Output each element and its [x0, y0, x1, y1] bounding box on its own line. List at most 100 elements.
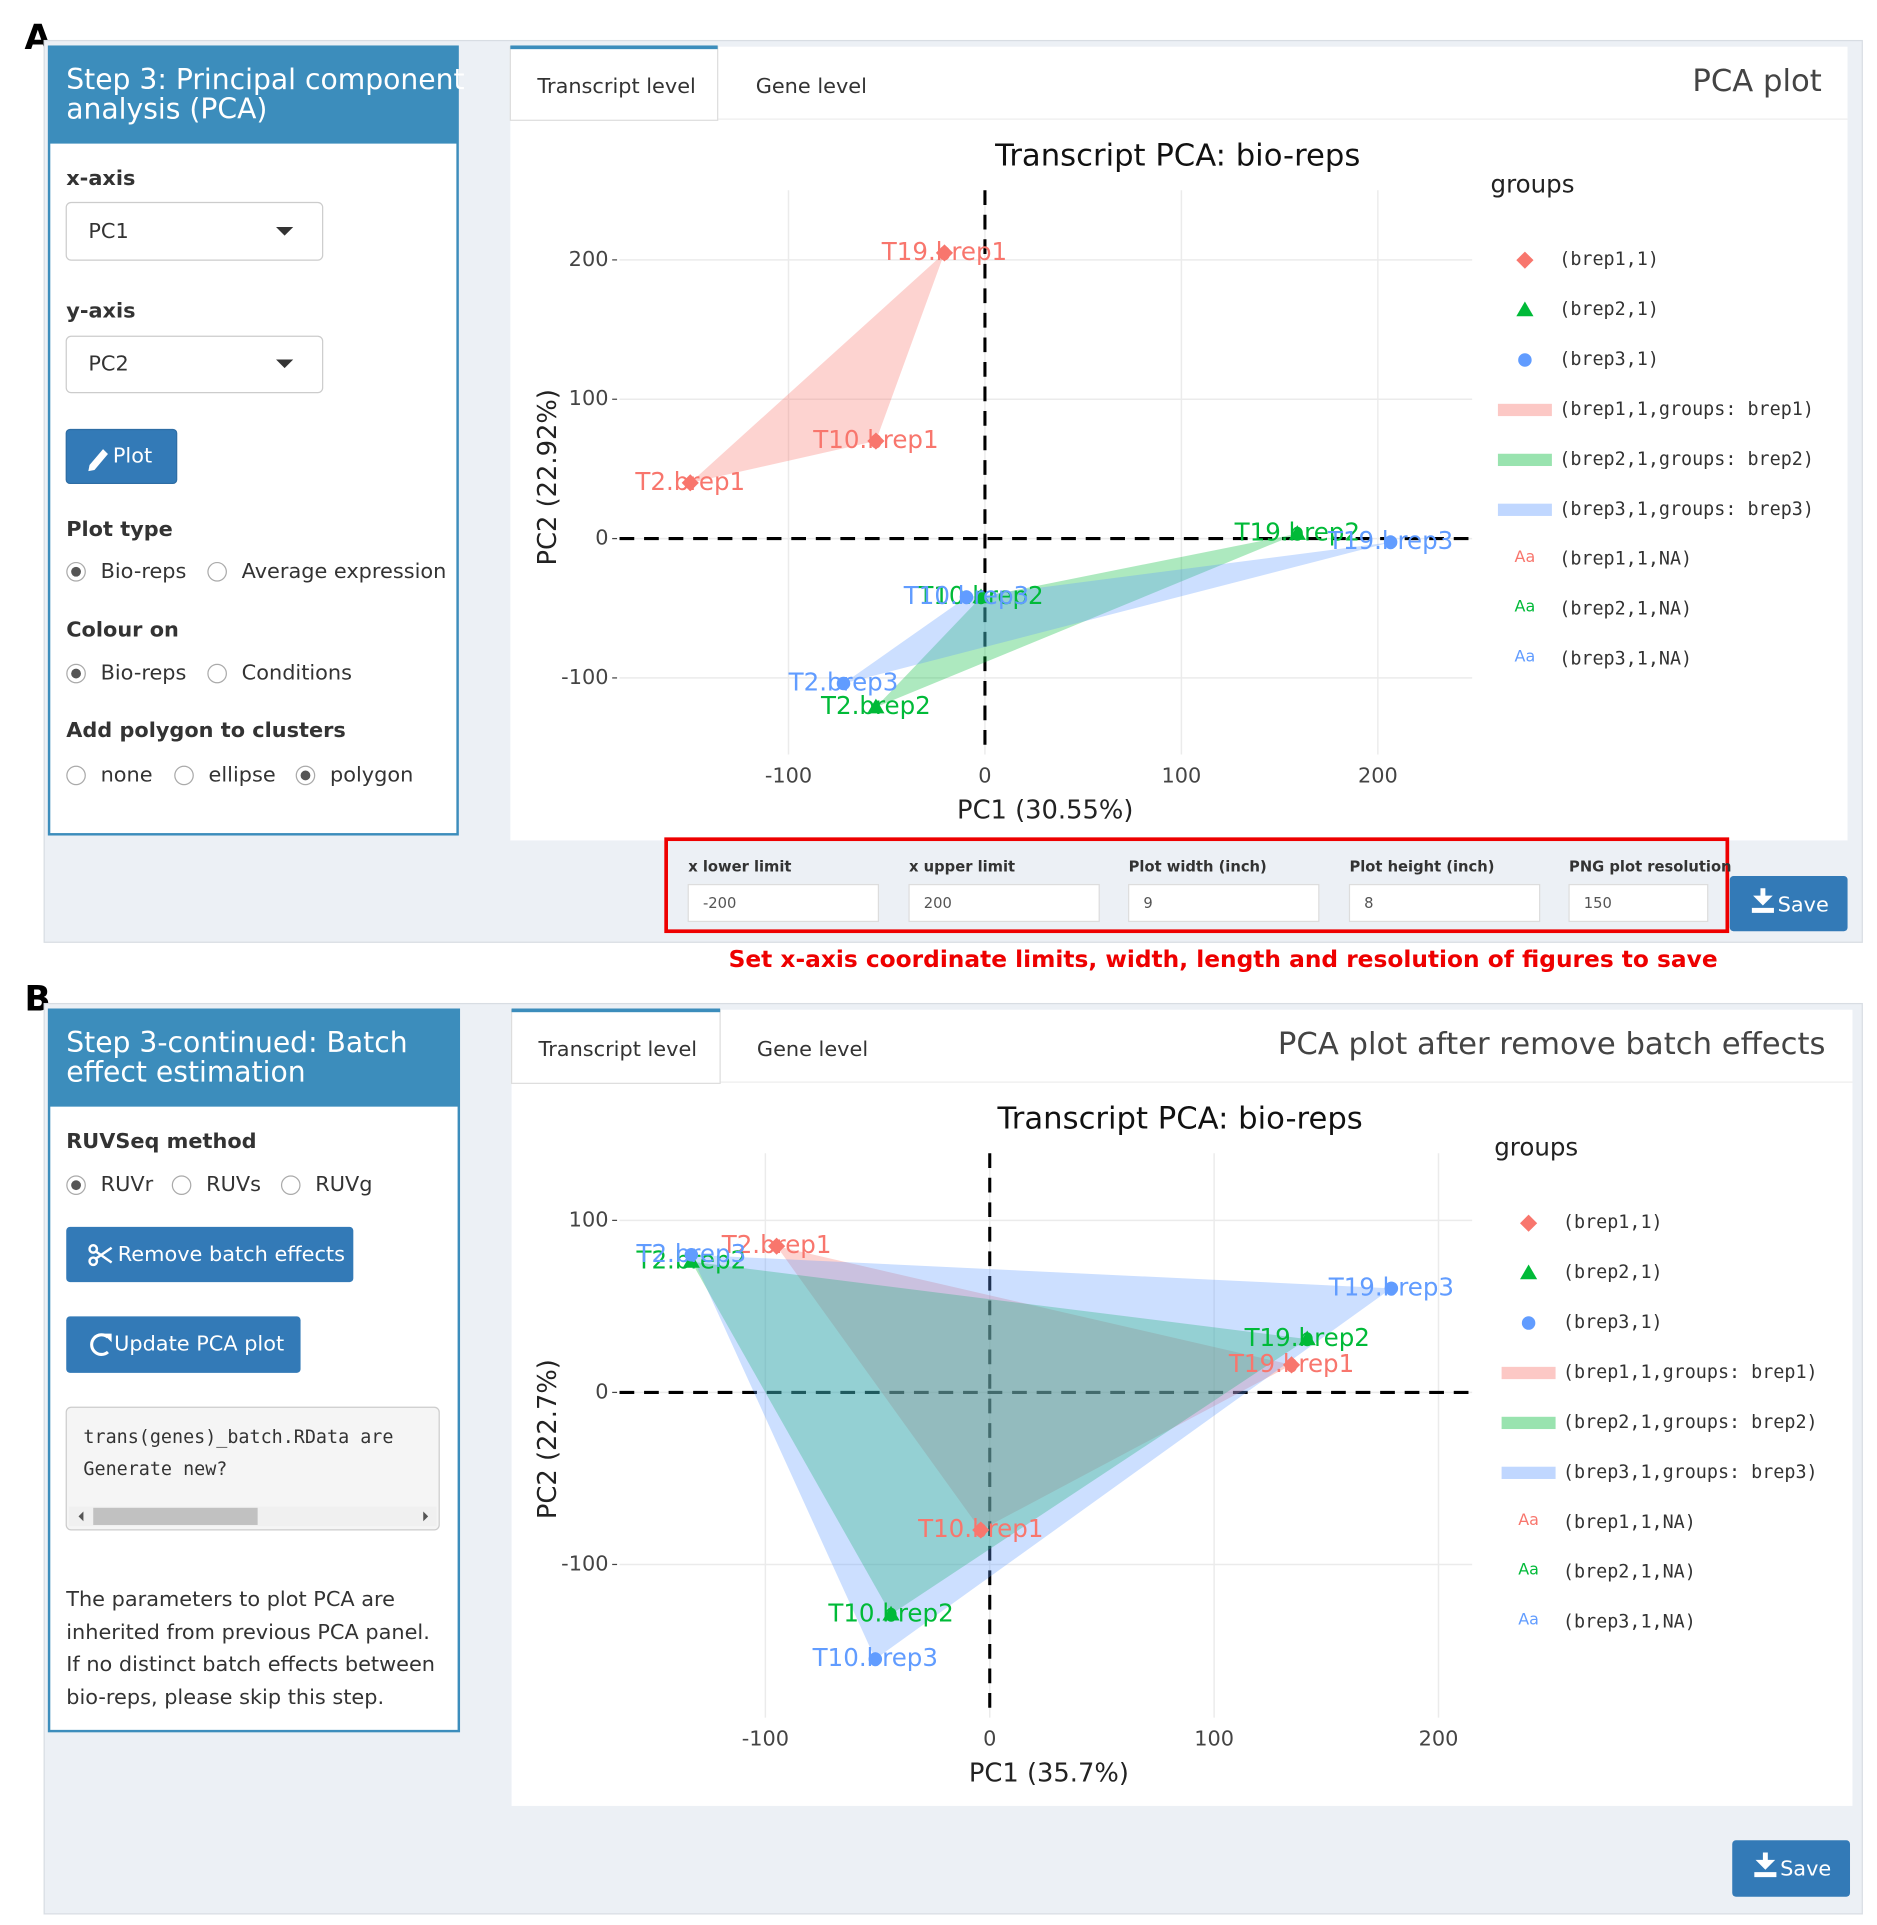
tab[interactable]: Gene level [757, 1037, 868, 1061]
chart-title: Transcript PCA: bio-reps [997, 1102, 1363, 1137]
point [867, 698, 885, 714]
tab-active[interactable] [509, 46, 719, 121]
select[interactable] [65, 201, 324, 261]
button-label: Update PCA plot [114, 1332, 284, 1356]
x-axis-title: PC1 (30.55%) [957, 795, 1133, 825]
refresh-icon [103, 1333, 112, 1343]
radio-label: RUVr [101, 1172, 154, 1196]
field-label: Colour on [66, 618, 179, 642]
help-text: The parameters to plot PCA are [65, 1587, 395, 1611]
select[interactable] [65, 335, 324, 394]
radio-label: Bio-reps [101, 559, 187, 583]
button-label: Plot [113, 443, 152, 467]
point [972, 588, 990, 604]
field-label: x-axis [66, 166, 135, 190]
scroll-thumb[interactable] [93, 1507, 258, 1525]
radio[interactable] [174, 765, 194, 786]
point-label: T19.brep3 [1328, 1272, 1454, 1301]
legend-symbol [1521, 1316, 1536, 1330]
radio[interactable] [66, 765, 86, 786]
y-tick-label: -100 [561, 1551, 608, 1575]
input-value: 9 [1143, 895, 1152, 912]
input-label: Plot width (inch) [1129, 858, 1267, 875]
point-label: T2.brep3 [635, 1239, 746, 1268]
sidebar-title: effect estimation [66, 1056, 305, 1089]
legend-label: (brep3,1,NA) [1563, 1612, 1696, 1633]
point-label: T10.brep1 [812, 425, 938, 454]
update-button[interactable] [66, 1316, 301, 1373]
x-tick-label: 200 [1419, 1727, 1459, 1751]
cluster-polygon [776, 1246, 1292, 1531]
legend-swatch [1501, 1466, 1556, 1479]
point [868, 1652, 883, 1666]
point-label: T2.brep3 [788, 667, 899, 696]
tab[interactable]: Gene level [756, 74, 867, 98]
legend-symbol [1516, 301, 1534, 317]
x-tick-label: 200 [1358, 764, 1398, 788]
select-value: PC2 [88, 351, 128, 375]
point-label: T19.brep3 [1327, 526, 1453, 555]
select-value: PC1 [88, 219, 128, 243]
download-icon [1754, 1852, 1777, 1878]
input[interactable] [908, 883, 1100, 923]
chart: Transcript PCA: bio-reps PC1 (30.55%) PC2 … [533, 139, 1814, 826]
legend-label: (brep3,1) [1559, 349, 1659, 370]
radio-dot [71, 566, 81, 577]
input[interactable] [1348, 883, 1541, 923]
point-label: T10.brep2 [827, 1598, 953, 1627]
radio[interactable] [280, 1175, 301, 1195]
radio[interactable] [171, 1175, 192, 1195]
save-button[interactable] [1732, 1840, 1851, 1897]
radio[interactable] [207, 663, 227, 684]
input[interactable] [687, 883, 880, 923]
radio-label: ellipse [209, 762, 276, 786]
y-tick-label: 200 [569, 247, 609, 271]
x-tick-label: -100 [765, 764, 812, 788]
x-tick-label: -100 [742, 1727, 789, 1751]
tab-active[interactable] [510, 1009, 721, 1084]
cluster-polygon [691, 1254, 1392, 1660]
point [1282, 1356, 1301, 1374]
remove-button[interactable] [66, 1226, 354, 1283]
radio-label: Conditions [242, 661, 352, 685]
legend-symbol [1520, 1214, 1538, 1232]
annotation: Set x-axis coordinate limits, width, len… [729, 946, 1718, 973]
save-button[interactable] [1729, 876, 1848, 932]
point [836, 676, 851, 691]
input-value: 8 [1364, 895, 1373, 912]
radio-label: none [101, 762, 153, 786]
box-title: PCA plot [1692, 64, 1821, 99]
caret [276, 359, 294, 369]
legend-label: (brep2,1,NA) [1563, 1562, 1696, 1583]
radio-label: Average expression [242, 559, 447, 583]
legend-label: (brep3,1,groups: brep3) [1559, 499, 1814, 520]
radio-dot [71, 668, 81, 679]
legend-label: (brep2,1) [1559, 299, 1659, 320]
tab: Transcript level [536, 74, 696, 98]
button-label: Save [1778, 892, 1829, 916]
legend-label: (brep1,1,NA) [1563, 1512, 1696, 1533]
legend-label: (brep3,1,groups: brep3) [1563, 1462, 1818, 1483]
legend-label: (brep1,1) [1559, 249, 1659, 270]
radio[interactable] [207, 561, 227, 582]
x-axis-title: PC1 (35.7%) [969, 1759, 1129, 1789]
x-tick-label: 0 [978, 764, 991, 788]
download-icon [1751, 888, 1774, 913]
input-label: x upper limit [909, 858, 1015, 875]
tab-indicator [511, 1008, 721, 1013]
legend-key: Aa [1518, 1610, 1539, 1629]
input[interactable] [1568, 883, 1709, 923]
point-label: T19.brep2 [1234, 518, 1360, 547]
input-label: PNG plot resolution [1569, 858, 1731, 875]
button-label: Remove batch effects [118, 1242, 345, 1266]
input[interactable] [1128, 883, 1320, 923]
legend-key: Aa [1515, 597, 1536, 616]
legend-label: (brep1,1) [1563, 1212, 1663, 1233]
legend-label: (brep3,1,NA) [1559, 649, 1692, 670]
sidebar-title: analysis (PCA) [66, 92, 267, 125]
help-text: inherited from previous PCA panel. [66, 1620, 430, 1644]
tab: Transcript level [538, 1037, 698, 1061]
legend-key: Aa [1518, 1560, 1539, 1579]
y-tick-label: 100 [569, 1207, 609, 1231]
